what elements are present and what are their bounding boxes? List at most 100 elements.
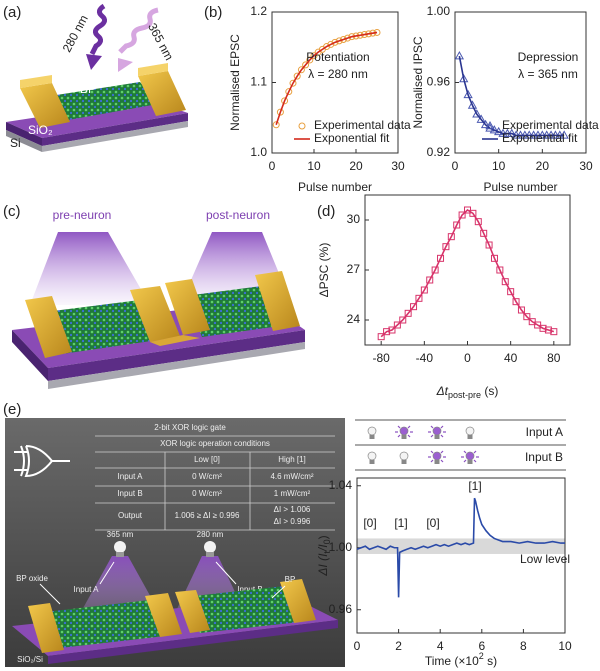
schematic-c: pre-neuron post-neuron [12, 208, 305, 389]
layer-label: Si [10, 136, 21, 150]
wavelength-label: 365 nm [145, 21, 176, 63]
marker [399, 316, 407, 324]
label-part: ΔI (I [316, 553, 330, 577]
input-label: Input A [526, 425, 563, 439]
marker [490, 254, 498, 262]
bulb-ray [430, 459, 434, 463]
annotation: Potentiation [306, 50, 369, 64]
bulb-ray [473, 459, 477, 463]
label-part: s) [484, 654, 497, 668]
panel-label: (b) [204, 4, 222, 21]
electrode [138, 63, 168, 76]
x-tick-label: 30 [391, 159, 405, 173]
electrode [145, 593, 182, 637]
bulb-ray [440, 459, 444, 463]
substrate-front [48, 330, 305, 381]
table-cell: Output [118, 511, 143, 520]
bulb-ray [440, 425, 444, 429]
marker [453, 221, 461, 229]
sio2-top [6, 100, 188, 138]
electrode [25, 296, 72, 358]
pointer [39, 583, 61, 605]
series-line [380, 208, 555, 338]
pointer [215, 561, 237, 585]
marker [410, 303, 418, 311]
arrowhead [86, 54, 102, 70]
bulb-ray [430, 425, 434, 429]
x-tick-label: -40 [416, 351, 434, 365]
bp-channel [185, 286, 280, 337]
bulb-ray [440, 450, 444, 454]
x-tick-label: 20 [536, 159, 550, 173]
pointer [271, 585, 286, 599]
arrowhead [118, 58, 133, 72]
marker [388, 326, 396, 334]
bp-channel [45, 600, 165, 648]
x-tick-label: 2 [395, 639, 402, 653]
x-tick-label: 80 [547, 351, 561, 365]
bulb-ray [463, 459, 467, 463]
y-tick-label: 1.00 [427, 4, 451, 18]
annotation: Low level [520, 552, 570, 566]
x-axis-label: Pulse number [483, 180, 557, 194]
x-tick-label: -80 [373, 351, 391, 365]
table-cell: ΔI > 1.006 [274, 505, 311, 514]
label-part: post-pre [448, 390, 481, 400]
marker [447, 233, 455, 241]
label-part: /I [316, 544, 330, 552]
marker [550, 328, 558, 336]
y-tick-label: 1.00 [329, 540, 353, 554]
wavelength-label: 280 nm [197, 530, 224, 539]
marker [335, 37, 343, 45]
bulb-ray [430, 434, 434, 438]
marker [281, 97, 289, 105]
si-layer [48, 342, 305, 389]
bulb [204, 541, 216, 553]
bulb [432, 451, 442, 461]
bulb-ray [397, 425, 401, 429]
wavelength-label: 365 nm [107, 530, 134, 539]
marker [393, 321, 401, 329]
y-axis-label: ΔI (It/I0) [316, 535, 332, 576]
marker [339, 35, 347, 43]
y-tick-label: 30 [347, 212, 361, 226]
legend-label: Exponential fit [314, 131, 390, 145]
marker [306, 56, 314, 64]
marker [442, 243, 450, 251]
marker [496, 266, 504, 274]
table-cell: 0 W/cm² [192, 489, 222, 498]
y-tick-label: 1.1 [250, 75, 267, 89]
table-cell: 0 W/cm² [192, 472, 222, 481]
legend-label: Experimental data [314, 118, 411, 132]
marker [276, 108, 284, 116]
bulb-base [434, 435, 440, 439]
bulb [465, 426, 475, 436]
label-part: Δt [436, 384, 449, 398]
y-tick-label: 1.0 [250, 145, 267, 159]
bulb [432, 426, 442, 436]
bulb [399, 426, 409, 436]
bulb [367, 426, 377, 436]
annotation: [1] [468, 479, 481, 493]
legend-label: Experimental data [502, 118, 599, 132]
y-axis-label: Normalised IPSC [411, 36, 425, 128]
label-part: Time (×10 [425, 654, 479, 668]
bulbs [367, 425, 479, 464]
label-part: (s) [481, 384, 498, 398]
y-tick-label: 0.96 [427, 75, 451, 89]
xor-symbol [14, 445, 70, 478]
y-axis-label: Normalised EPSC [228, 34, 242, 131]
neuron-label: post-neuron [206, 208, 270, 222]
bp-channel [185, 586, 300, 633]
bulb-base [206, 552, 214, 557]
electrode [138, 71, 186, 116]
marker [383, 328, 391, 336]
marker [293, 72, 301, 80]
table-cell: ΔI > 0.996 [274, 517, 311, 526]
layer-label: SiO₂ [28, 123, 53, 137]
x-tick-label: 8 [520, 639, 527, 653]
bulb-base [401, 435, 407, 439]
x-tick-label: 0 [452, 159, 459, 173]
panel-label: (d) [317, 203, 335, 220]
